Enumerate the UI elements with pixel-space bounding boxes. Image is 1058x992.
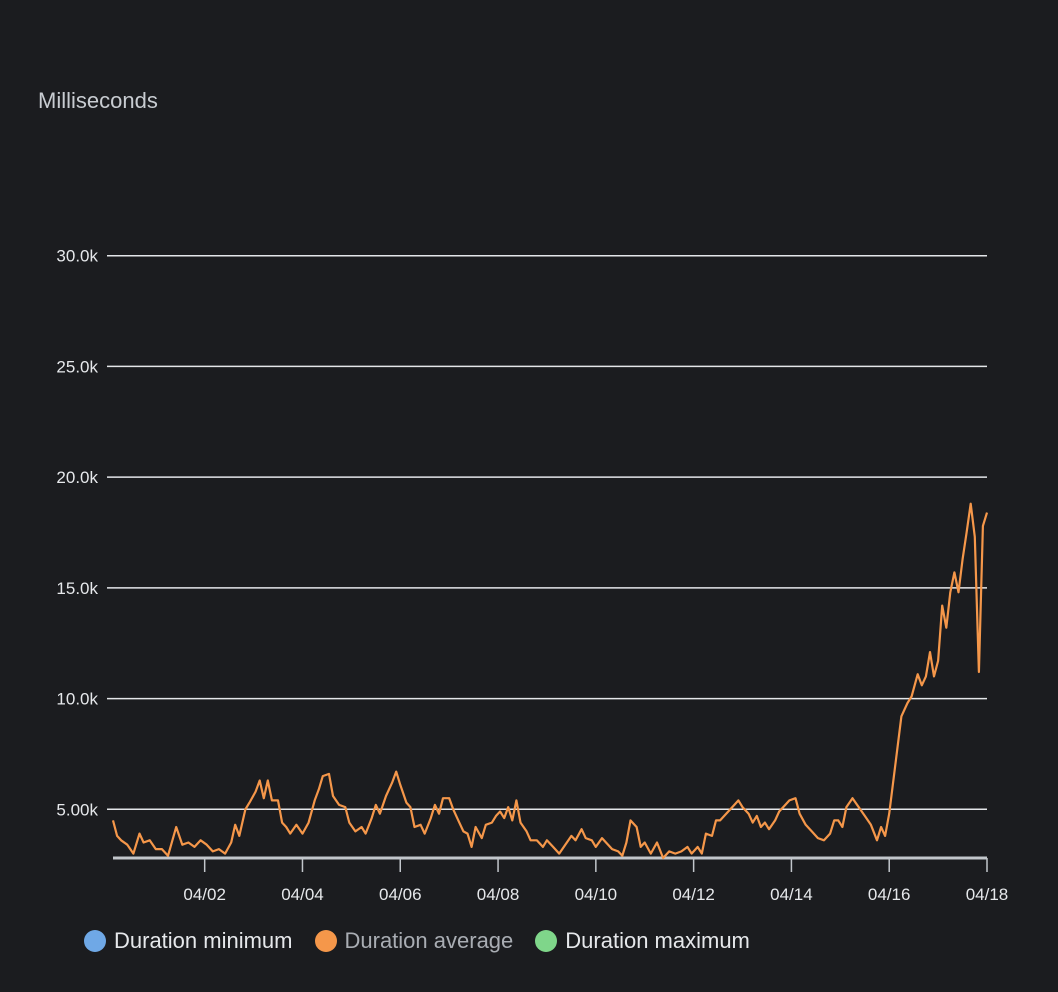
legend-item-duration-minimum[interactable]: Duration minimum <box>84 928 293 954</box>
y-tick-label: 25.0k <box>56 357 98 376</box>
legend-label: Duration minimum <box>114 928 293 953</box>
x-tick-label: 04/02 <box>183 885 226 904</box>
y-tick-label: 10.0k <box>56 690 98 709</box>
x-tick-label: 04/18 <box>966 885 1009 904</box>
series-layer <box>111 502 989 860</box>
legend-item-duration-maximum[interactable]: Duration maximum <box>535 928 750 954</box>
legend-label: Duration maximum <box>565 928 750 953</box>
legend-label: Duration average <box>344 928 514 953</box>
y-tick-label: 30.0k <box>56 247 98 266</box>
legend-swatch-green <box>535 930 558 952</box>
x-tick-label: 04/06 <box>379 885 422 904</box>
x-tick-label: 04/08 <box>477 885 520 904</box>
x-tick-label: 04/16 <box>868 885 911 904</box>
x-tick-label: 04/12 <box>672 885 715 904</box>
y-tick-labels: 5.00k 10.0k 15.0k 20.0k 25.0k 30.0k <box>56 247 98 820</box>
grid-lines <box>107 254 987 811</box>
legend-item-duration-average[interactable]: Duration average <box>314 928 514 954</box>
legend-swatch-orange <box>314 930 337 952</box>
x-tick-label: 04/04 <box>281 885 324 904</box>
series-line-duration-average[interactable] <box>111 502 989 860</box>
y-tick-label: 5.00k <box>56 800 98 819</box>
x-tick-label: 04/14 <box>770 885 813 904</box>
x-tick-label: 04/10 <box>575 885 618 904</box>
legend-swatch-blue <box>84 930 106 952</box>
y-axis-unit-label: Milliseconds <box>38 88 158 113</box>
y-tick-label: 20.0k <box>56 468 98 487</box>
y-tick-label: 15.0k <box>56 579 98 598</box>
x-axis: 04/02 04/04 04/06 04/08 04/10 04/12 04/14 04/16… <box>113 856 1009 904</box>
chart-legend: Duration minimum Duration average Durati… <box>84 928 750 954</box>
